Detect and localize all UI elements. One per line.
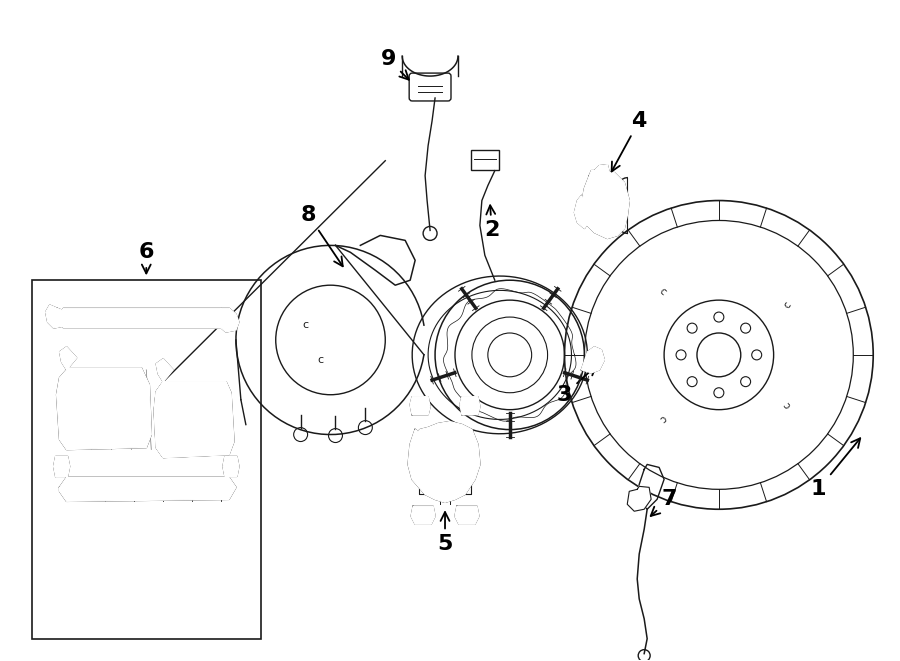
Text: c: c bbox=[782, 399, 793, 410]
Text: 8: 8 bbox=[301, 206, 343, 266]
FancyBboxPatch shape bbox=[410, 73, 451, 101]
Text: c: c bbox=[318, 355, 324, 365]
Polygon shape bbox=[154, 382, 234, 457]
Text: 2: 2 bbox=[484, 206, 500, 241]
Text: 1: 1 bbox=[811, 438, 860, 499]
Text: 9: 9 bbox=[381, 49, 409, 80]
Polygon shape bbox=[54, 457, 69, 477]
Text: 7: 7 bbox=[651, 489, 677, 516]
Text: c: c bbox=[782, 300, 793, 310]
Text: c: c bbox=[657, 286, 668, 297]
Polygon shape bbox=[154, 382, 233, 457]
Polygon shape bbox=[46, 305, 67, 328]
Polygon shape bbox=[409, 422, 480, 502]
Polygon shape bbox=[411, 506, 435, 524]
Polygon shape bbox=[57, 308, 229, 328]
Polygon shape bbox=[223, 457, 238, 477]
Polygon shape bbox=[216, 308, 239, 332]
Text: 5: 5 bbox=[437, 512, 453, 554]
Polygon shape bbox=[581, 347, 604, 373]
Polygon shape bbox=[455, 506, 479, 524]
Text: c: c bbox=[302, 320, 309, 330]
Polygon shape bbox=[57, 368, 151, 449]
Text: c: c bbox=[657, 412, 668, 423]
Text: 3: 3 bbox=[557, 366, 596, 405]
Bar bbox=[32, 280, 261, 639]
Polygon shape bbox=[59, 477, 236, 501]
Polygon shape bbox=[574, 196, 590, 229]
Polygon shape bbox=[460, 397, 480, 414]
Polygon shape bbox=[157, 359, 173, 382]
Polygon shape bbox=[410, 397, 430, 414]
Circle shape bbox=[423, 227, 437, 241]
Polygon shape bbox=[627, 486, 652, 511]
Text: 6: 6 bbox=[139, 243, 154, 274]
FancyBboxPatch shape bbox=[471, 150, 499, 170]
Polygon shape bbox=[581, 171, 629, 239]
Polygon shape bbox=[594, 165, 609, 178]
Polygon shape bbox=[59, 347, 76, 370]
Text: 4: 4 bbox=[612, 111, 647, 171]
